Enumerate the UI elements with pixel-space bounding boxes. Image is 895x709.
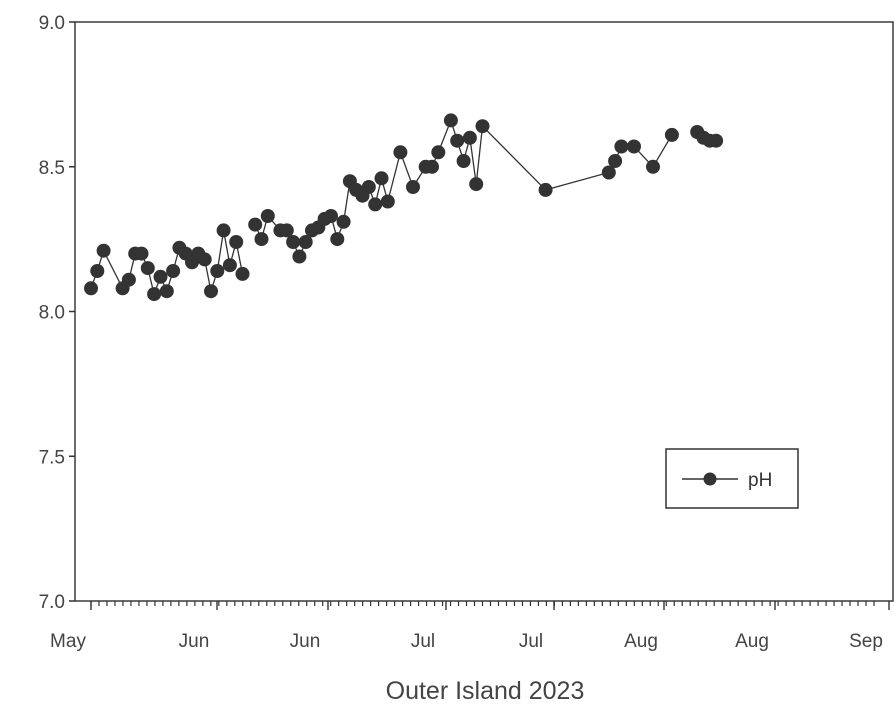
data-point-pH (462, 130, 477, 145)
data-point-pH (425, 159, 439, 174)
data-point-pH (336, 214, 351, 229)
data-point-pH (235, 266, 250, 281)
data-point-pH (361, 180, 376, 194)
legend-label-pH: pH (748, 470, 772, 491)
data-point-pH (210, 264, 225, 278)
x-tick-label: Jun (290, 631, 321, 652)
data-point-pH (286, 235, 301, 249)
data-point-pH (153, 269, 168, 284)
x-tick-label: May (50, 631, 86, 652)
y-tick-label: 9.0 (39, 13, 65, 34)
x-axis: May Jun Jun Jul Jul Aug Aug Sep (50, 601, 890, 652)
data-point-pH (324, 209, 338, 223)
data-point-pH (431, 145, 446, 160)
data-point-pH (159, 284, 174, 299)
data-point-pH (84, 281, 98, 296)
data-point-pH (216, 223, 231, 238)
legend: pH (665, 448, 799, 509)
x-tick-label: Aug (735, 631, 769, 652)
data-point-pH (140, 261, 155, 276)
data-point-pH (368, 197, 383, 212)
data-point-pH (475, 119, 490, 134)
y-tick-label: 7.5 (39, 447, 65, 468)
data-point-pH (197, 252, 212, 267)
x-tick-label: Sep (849, 631, 883, 652)
data-point-pH (134, 246, 149, 261)
data-point-pH (614, 139, 629, 154)
data-point-pH (538, 182, 553, 197)
data-point-pH (298, 235, 313, 249)
data-point-pH (222, 258, 237, 273)
data-point-pH (664, 127, 679, 142)
data-point-pH (380, 194, 395, 209)
data-point-pH (469, 177, 484, 192)
series-pH (84, 113, 724, 302)
data-point-pH (96, 243, 111, 258)
data-point-pH (90, 264, 105, 278)
data-point-pH (646, 159, 660, 174)
data-point-pH (406, 180, 420, 194)
data-point-pH (443, 113, 458, 128)
plot-frame (74, 21, 894, 602)
data-point-pH (248, 217, 263, 232)
y-axis: 7.0 7.5 8.0 8.5 9.0 (39, 13, 75, 613)
legend-marker (703, 472, 717, 486)
data-point-pH (456, 154, 471, 168)
data-point-pH (229, 235, 244, 249)
x-tick-label: Jun (179, 631, 210, 652)
x-tick-label: Jul (519, 631, 543, 652)
data-point-pH (121, 272, 136, 287)
data-point-pH (330, 232, 345, 247)
data-point-pH (393, 145, 408, 160)
data-point-pH (147, 287, 162, 302)
data-point-pH (608, 154, 623, 168)
x-tick-label: Jul (411, 631, 435, 652)
y-tick-label: 8.5 (39, 158, 65, 179)
data-point-pH (374, 171, 389, 186)
data-point-pH (709, 133, 724, 148)
data-point-pH (450, 133, 465, 148)
data-point-pH (627, 139, 641, 154)
data-point-pH (260, 209, 275, 223)
data-point-pH (279, 223, 294, 238)
x-tick-label: Aug (624, 631, 658, 652)
data-point-pH (601, 165, 616, 180)
data-point-pH (292, 249, 307, 264)
data-point-pH (204, 284, 218, 299)
y-tick-label: 8.0 (39, 303, 65, 324)
x-axis-title: Outer Island 2023 (386, 677, 585, 705)
data-point-pH (166, 264, 181, 278)
data-point-pH (254, 232, 269, 247)
y-tick-label: 7.0 (39, 592, 65, 613)
